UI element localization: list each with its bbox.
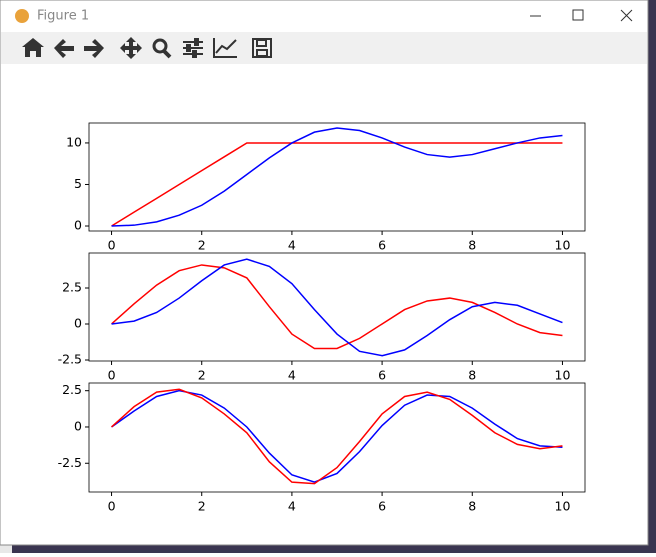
x-tick-label: 4 — [288, 238, 296, 253]
x-tick-label: 6 — [378, 368, 386, 383]
x-tick-label: 6 — [378, 238, 386, 253]
series-line — [111, 388, 563, 485]
x-tick-label: 10 — [555, 499, 571, 514]
y-tick-label: 2.5 — [62, 279, 82, 294]
x-tick-label: 10 — [555, 368, 571, 383]
x-tick-label: 8 — [468, 238, 476, 253]
y-tick-label: 5 — [74, 176, 82, 191]
title-bar: Figure 1 — [15, 9, 633, 24]
y-tick-label: -2.5 — [58, 455, 82, 470]
x-tick-label: 2 — [198, 238, 206, 253]
axes-frame — [88, 122, 586, 232]
series-line — [111, 127, 563, 227]
zoom-button[interactable] — [152, 38, 172, 59]
x-tick-label: 0 — [108, 368, 116, 383]
pan-button[interactable] — [120, 37, 142, 59]
toolbar — [1, 32, 647, 64]
edit-axis-button[interactable] — [213, 38, 237, 58]
x-tick-label: 8 — [468, 368, 476, 383]
x-tick-label: 4 — [288, 368, 296, 383]
x-tick-label: 0 — [108, 499, 116, 514]
x-tick-label: 4 — [288, 499, 296, 514]
axes-frame — [88, 382, 586, 493]
x-tick-label: 2 — [198, 499, 206, 514]
x-tick-label: 2 — [198, 368, 206, 383]
configure-button[interactable] — [183, 38, 203, 58]
save-button[interactable] — [252, 38, 272, 58]
series-line — [111, 142, 563, 227]
y-tick-label: 10 — [66, 134, 82, 149]
y-tick-label: 0 — [74, 218, 82, 233]
y-tick-label: 0 — [74, 418, 82, 433]
x-tick-label: 0 — [108, 238, 116, 253]
y-tick-label: 2.5 — [62, 382, 82, 397]
close-button[interactable] — [620, 9, 633, 22]
home-button[interactable] — [22, 38, 44, 57]
x-tick-label: 6 — [378, 499, 386, 514]
axes-frame — [88, 252, 586, 362]
maximize-button[interactable] — [572, 9, 584, 21]
x-tick-label: 10 — [555, 238, 571, 253]
y-tick-label: -2.5 — [58, 351, 82, 366]
series-line — [111, 264, 563, 350]
window-title: Figure 1 — [37, 9, 89, 24]
back-button[interactable] — [54, 39, 74, 58]
toolbar-icons — [22, 37, 272, 59]
app-icon — [15, 9, 29, 23]
y-tick-label: 0 — [74, 315, 82, 330]
figure-canvas — [1, 64, 647, 544]
forward-button[interactable] — [84, 39, 104, 58]
x-tick-label: 8 — [468, 499, 476, 514]
series-line — [111, 258, 563, 357]
